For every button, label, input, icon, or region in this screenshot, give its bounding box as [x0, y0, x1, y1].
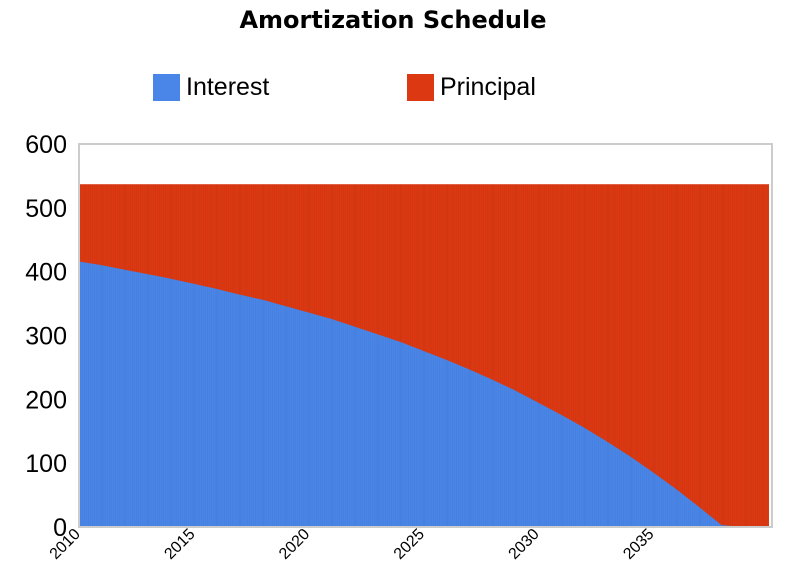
legend-label-interest: Interest: [186, 72, 270, 101]
legend-label-principal: Principal: [440, 72, 536, 101]
y-tick-label: 600: [25, 131, 67, 159]
x-tick-label: 2015: [161, 526, 198, 563]
x-tick-label: 2020: [276, 526, 313, 563]
y-tick-label: 100: [25, 450, 67, 478]
legend-swatch-principal: [407, 73, 434, 101]
monthly-bar-lines: [80, 184, 768, 527]
y-tick-label: 300: [25, 323, 67, 351]
legend-item-interest: Interest: [153, 72, 269, 102]
y-tick-label: 500: [25, 195, 67, 223]
chart-title: Amortization Schedule: [239, 6, 547, 34]
y-tick-label: 200: [25, 386, 67, 414]
legend-swatch-interest: [153, 73, 180, 101]
x-tick-label: 2030: [506, 526, 543, 563]
y-tick-label: 0: [53, 514, 67, 542]
legend-item-principal: Principal: [407, 72, 536, 102]
interest-area: [79, 261, 768, 527]
x-tick-label: 2025: [391, 526, 428, 563]
plot-border: [78, 143, 773, 528]
x-tick-label: 2035: [620, 526, 657, 563]
y-tick-label: 400: [25, 259, 67, 287]
